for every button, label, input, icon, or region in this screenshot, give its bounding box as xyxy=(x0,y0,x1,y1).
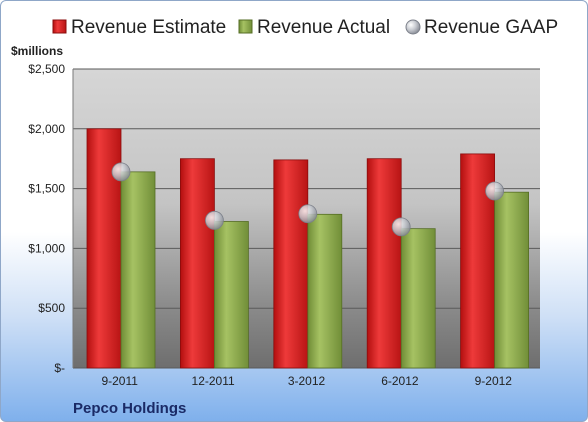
bar-revenue-actual xyxy=(494,191,530,369)
x-tick-label: 9-2011 xyxy=(101,374,138,388)
y-tick-label: $- xyxy=(54,361,65,375)
bar-revenue-estimate xyxy=(179,158,215,369)
x-tick-label: 9-2012 xyxy=(475,374,513,388)
marker-revenue-gaap xyxy=(204,210,224,230)
y-tick-label: $500 xyxy=(38,301,65,315)
marker-revenue-gaap xyxy=(298,204,318,224)
y-tick-label: $1,500 xyxy=(28,182,65,196)
x-tick-label: 6-2012 xyxy=(381,374,419,388)
gaap-markers xyxy=(111,162,505,237)
bar-revenue-actual xyxy=(400,228,436,369)
y-tick-label: $1,000 xyxy=(28,241,65,255)
legend-label-revenue-gaap: Revenue GAAP xyxy=(424,17,558,38)
unit-label: $millions xyxy=(11,44,63,58)
y-tick-label: $2,500 xyxy=(28,62,65,76)
y-tick-label: $2,000 xyxy=(28,122,65,136)
bar-revenue-estimate xyxy=(273,159,309,369)
company-name: Pepco Holdings xyxy=(73,400,186,417)
x-tick-label: 12-2011 xyxy=(192,374,235,388)
bar-revenue-estimate xyxy=(366,158,402,369)
bar-revenue-actual xyxy=(120,171,156,369)
bar-revenue-actual xyxy=(213,221,249,369)
legend-swatch-revenue-gaap xyxy=(405,19,421,35)
legend-label-revenue-actual: Revenue Actual xyxy=(257,17,390,38)
legend: Revenue Estimate Revenue Actual Revenue GA… xyxy=(52,17,558,38)
legend-swatch-revenue-estimate xyxy=(52,19,67,34)
bar-revenue-actual xyxy=(307,213,343,369)
marker-revenue-gaap xyxy=(111,162,131,182)
marker-revenue-gaap xyxy=(391,217,411,237)
legend-label-revenue-estimate: Revenue Estimate xyxy=(71,17,226,38)
y-axis-ticks: $- $500 $1,000 $1,500 $2,000 $2,500 xyxy=(28,62,65,375)
x-axis-ticks: 9-2011 12-2011 3-2012 6-2012 9-2012 xyxy=(101,374,512,388)
x-tick-label: 3-2012 xyxy=(288,374,326,388)
marker-revenue-gaap xyxy=(485,181,505,201)
legend-swatch-revenue-actual xyxy=(238,19,253,34)
